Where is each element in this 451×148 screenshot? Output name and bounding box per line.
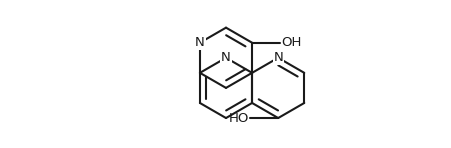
Text: HO: HO (228, 112, 249, 124)
Text: N: N (273, 51, 282, 64)
Text: OH: OH (281, 36, 301, 49)
Text: N: N (194, 36, 204, 49)
Text: N: N (221, 51, 230, 64)
